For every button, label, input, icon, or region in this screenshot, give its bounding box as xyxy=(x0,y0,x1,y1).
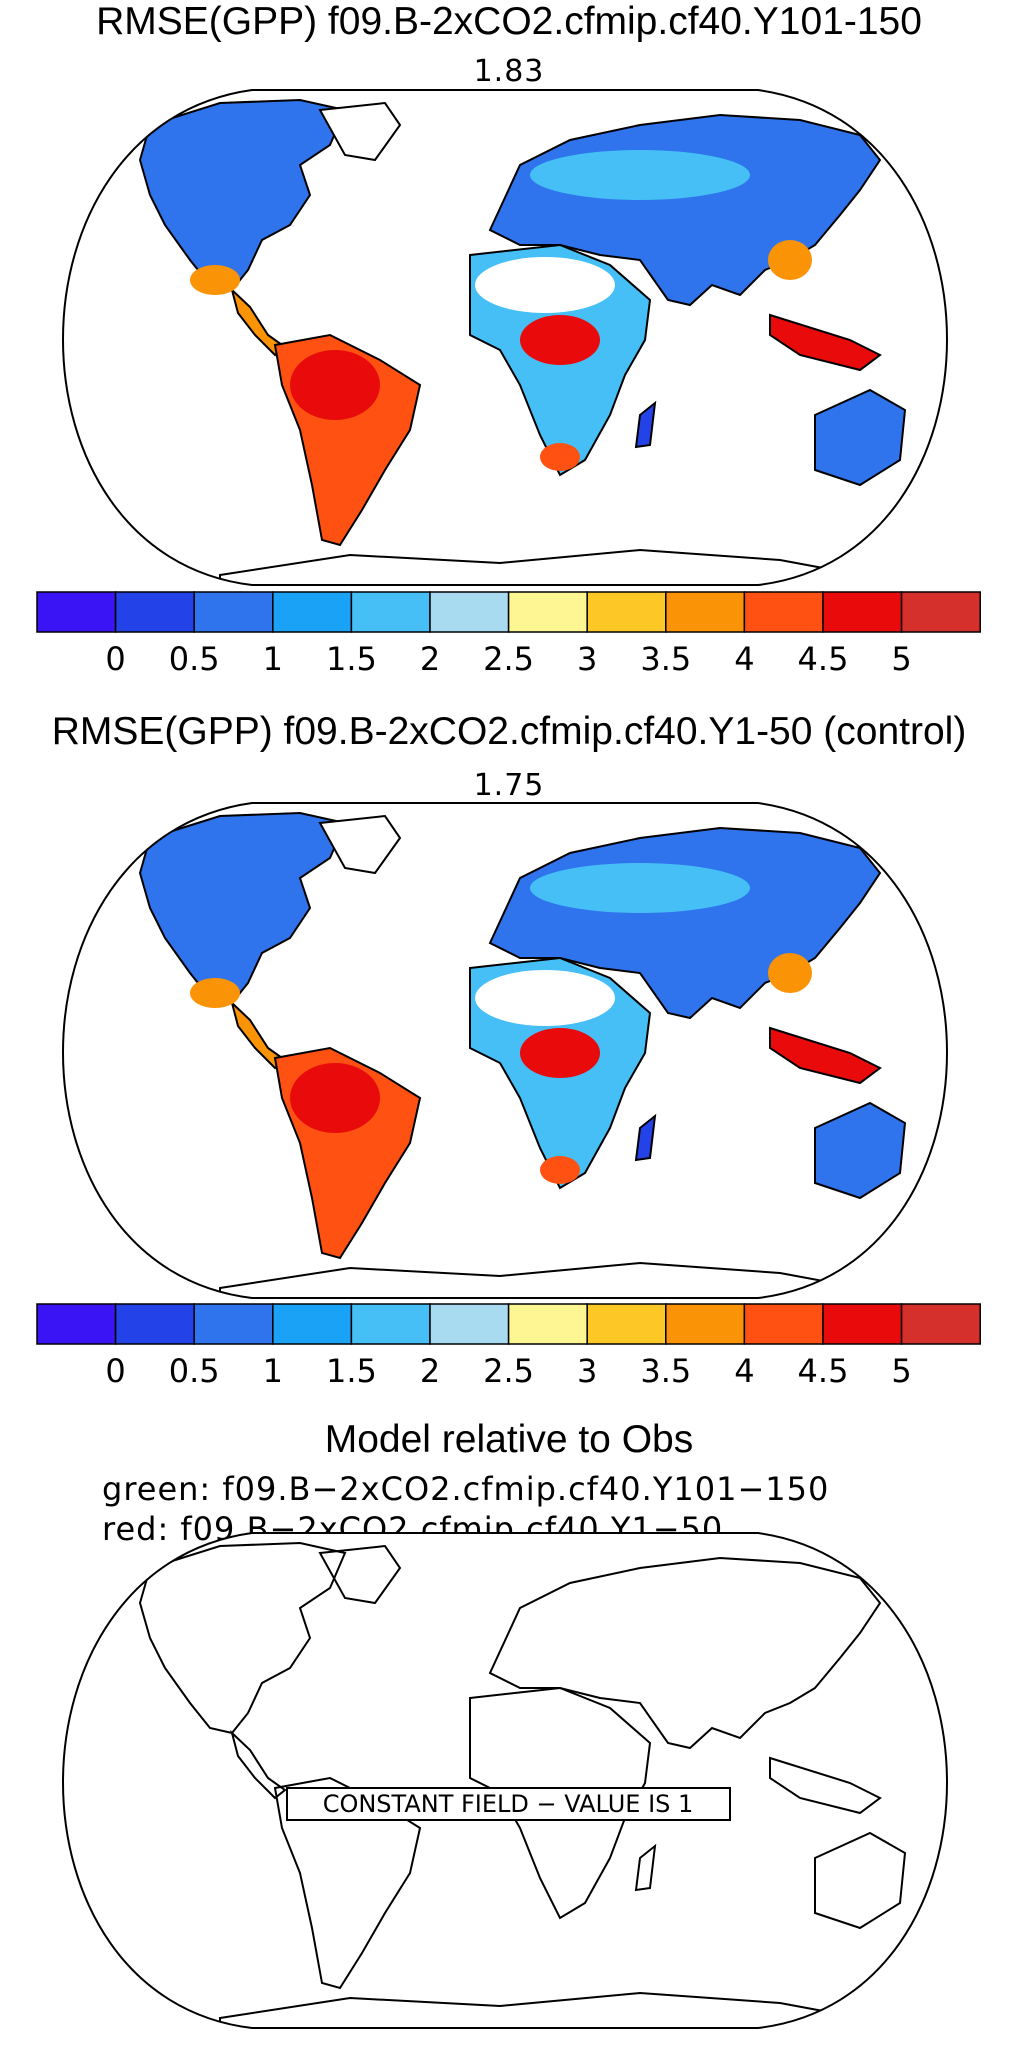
land-indonesia xyxy=(769,1026,882,1085)
colorbar-swatch xyxy=(429,1303,510,1345)
colorbar-swatch xyxy=(114,1303,195,1345)
sahara-nodata xyxy=(475,257,615,313)
land-madagascar xyxy=(634,1113,657,1162)
colorbar-swatch xyxy=(193,1303,274,1345)
colorbar-tick-label: 0.5 xyxy=(169,1352,220,1390)
colorbar-tick-label: 3 xyxy=(577,1352,597,1390)
land-northAmerica xyxy=(138,811,347,1005)
coastline-europeAsia xyxy=(488,1556,882,1750)
land-antarctica xyxy=(219,548,851,585)
land-northAmerica xyxy=(138,98,347,292)
congo-hotspot xyxy=(520,1028,600,1078)
colorbar-tick-label: 1 xyxy=(263,1352,283,1390)
colorbar-swatch xyxy=(272,591,353,633)
coastline-northAmerica xyxy=(138,1541,347,1735)
ocean-background xyxy=(63,1533,947,2028)
congo-hotspot xyxy=(520,315,600,365)
land-antarctica xyxy=(219,1261,851,1298)
colorbar-tick-label: 3.5 xyxy=(640,1352,691,1390)
coastline-greenland xyxy=(318,1544,402,1605)
land-indonesia xyxy=(769,313,882,372)
south-africa-hotspot xyxy=(540,1156,580,1184)
constant-field-text: CONSTANT FIELD − VALUE IS 1 xyxy=(323,1790,694,1818)
map-frame xyxy=(62,89,948,586)
colorbar-tick-label: 5 xyxy=(891,640,911,678)
land-greenland xyxy=(318,101,402,162)
panel1-colorbar: 0 0.5 1 1.5 2 2.5 3 3.5 4 4.5 5 xyxy=(36,591,981,678)
coastline-madagascar xyxy=(634,1843,657,1892)
colorbar-swatch xyxy=(743,1303,824,1345)
legend-green-line: green: f09.B−2xCO2.cfmip.cf40.Y101−150 xyxy=(102,1470,830,1508)
colorbar-swatch xyxy=(822,591,903,633)
colorbar-tick-label: 0.5 xyxy=(169,640,220,678)
colorbar-swatch xyxy=(900,591,981,633)
land-australia xyxy=(814,1101,907,1200)
colorbar-tick-label: 4.5 xyxy=(798,640,849,678)
colorbar-swatch xyxy=(507,591,588,633)
colorbar-swatch xyxy=(350,1303,431,1345)
panel1-map xyxy=(62,89,948,586)
colorbar-tick-label: 2.5 xyxy=(483,1352,534,1390)
colorbar-tick-label: 4 xyxy=(734,1352,754,1390)
east-asia-hotspot xyxy=(768,240,812,280)
colorbar-swatch xyxy=(114,591,195,633)
comparison-map: CONSTANT FIELD − VALUE IS 1 xyxy=(62,1532,948,2029)
colorbar-swatch xyxy=(586,1303,667,1345)
panel2-value: 1.75 xyxy=(473,768,545,803)
colorbar-swatch xyxy=(272,1303,353,1345)
land-greenland xyxy=(318,814,402,875)
amazon-hotspot xyxy=(290,1063,380,1133)
colorbar-tick-label: 1.5 xyxy=(326,640,377,678)
colorbar-tick-label: 0 xyxy=(105,1352,125,1390)
coastline-australia xyxy=(814,1831,907,1930)
sahara-nodata xyxy=(475,970,615,1026)
colorbar-swatch xyxy=(36,591,117,633)
colorbar-tick-label: 5 xyxy=(891,1352,911,1390)
colorbar-tick-label: 2.5 xyxy=(483,640,534,678)
colorbar-tick-label: 2 xyxy=(420,1352,440,1390)
land-madagascar xyxy=(634,400,657,449)
southeast-us-hotspot xyxy=(190,978,240,1008)
amazon-hotspot xyxy=(290,350,380,420)
colorbar-swatch xyxy=(743,591,824,633)
colorbar-swatch xyxy=(665,591,746,633)
colorbar-tick-label: 3.5 xyxy=(640,640,691,678)
colorbar-tick-label: 1 xyxy=(263,640,283,678)
panel1-value: 1.83 xyxy=(473,54,545,89)
colorbar-tick-label: 4.5 xyxy=(798,1352,849,1390)
panel2-map xyxy=(62,802,948,1299)
constant-field-label: CONSTANT FIELD − VALUE IS 1 xyxy=(286,1787,731,1821)
boreal-band xyxy=(530,150,750,200)
colorbar-tick-label: 4 xyxy=(734,640,754,678)
colorbar-swatch xyxy=(36,1303,117,1345)
colorbar-swatch xyxy=(586,591,667,633)
colorbar-swatch xyxy=(507,1303,588,1345)
map-frame xyxy=(62,1532,948,2029)
southeast-us-hotspot xyxy=(190,265,240,295)
panel2-colorbar: 0 0.5 1 1.5 2 2.5 3 3.5 4 4.5 5 xyxy=(36,1303,981,1390)
east-asia-hotspot xyxy=(768,953,812,993)
comparison-title: Model relative to Obs xyxy=(324,1418,694,1461)
south-africa-hotspot xyxy=(540,443,580,471)
boreal-band xyxy=(530,863,750,913)
coastline-antarctica xyxy=(219,1991,851,2028)
colorbar-swatch xyxy=(822,1303,903,1345)
coastline-centralAmerica xyxy=(230,1729,287,1800)
colorbar-swatch xyxy=(665,1303,746,1345)
colorbar-swatch xyxy=(350,591,431,633)
land-australia xyxy=(814,388,907,487)
colorbar-swatch xyxy=(429,591,510,633)
colorbar-tick-label: 3 xyxy=(577,640,597,678)
colorbar-swatch xyxy=(900,1303,981,1345)
coastline-indonesia xyxy=(769,1756,882,1815)
colorbar-tick-label: 0 xyxy=(105,640,125,678)
map-frame xyxy=(62,802,948,1299)
colorbar-swatch xyxy=(193,591,274,633)
panel2-title: RMSE(GPP) f09.B-2xCO2.cfmip.cf40.Y1-50 (… xyxy=(51,710,967,753)
colorbar-tick-label: 2 xyxy=(420,640,440,678)
colorbar-tick-label: 1.5 xyxy=(326,1352,377,1390)
panel1-title: RMSE(GPP) f09.B-2xCO2.cfmip.cf40.Y101-15… xyxy=(96,0,922,43)
